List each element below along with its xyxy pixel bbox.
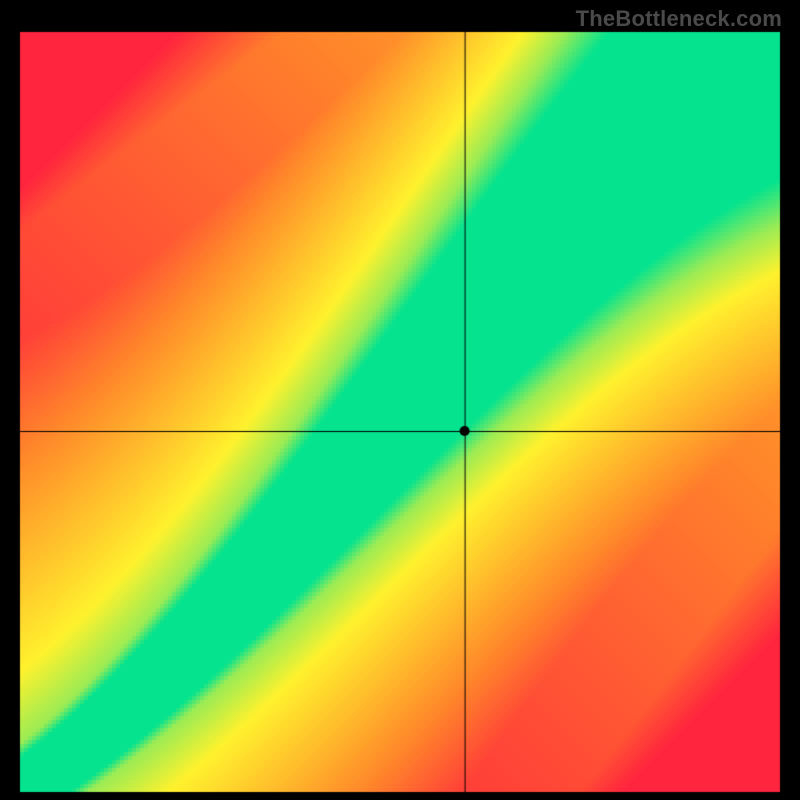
watermark-text: TheBottleneck.com xyxy=(576,6,782,32)
bottleneck-heatmap xyxy=(0,0,800,800)
